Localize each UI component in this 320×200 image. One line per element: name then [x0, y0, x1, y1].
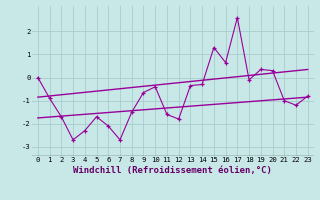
X-axis label: Windchill (Refroidissement éolien,°C): Windchill (Refroidissement éolien,°C): [73, 166, 272, 175]
